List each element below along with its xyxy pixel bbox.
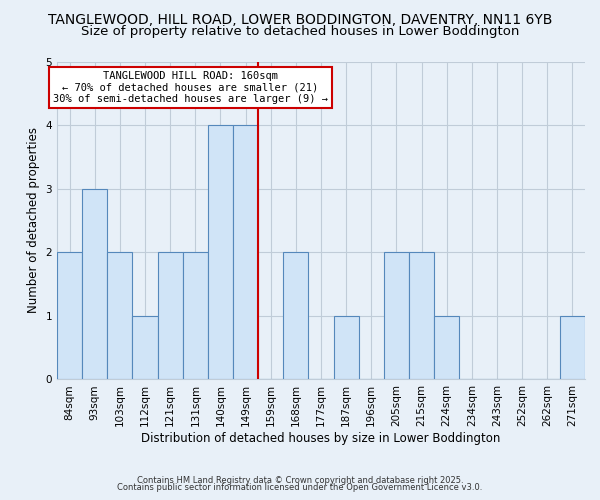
Text: TANGLEWOOD HILL ROAD: 160sqm
← 70% of detached houses are smaller (21)
30% of se: TANGLEWOOD HILL ROAD: 160sqm ← 70% of de… [53, 71, 328, 104]
Bar [133, 316, 158, 380]
Bar [107, 252, 133, 380]
Bar [158, 252, 183, 380]
Bar [82, 188, 107, 380]
Bar [283, 252, 308, 380]
Bar [57, 252, 82, 380]
Bar [409, 252, 434, 380]
Bar [208, 125, 233, 380]
Bar [560, 316, 585, 380]
Bar [434, 316, 459, 380]
Y-axis label: Number of detached properties: Number of detached properties [27, 128, 40, 314]
Text: Contains HM Land Registry data © Crown copyright and database right 2025.: Contains HM Land Registry data © Crown c… [137, 476, 463, 485]
Bar [233, 125, 258, 380]
X-axis label: Distribution of detached houses by size in Lower Boddington: Distribution of detached houses by size … [142, 432, 501, 445]
Bar [334, 316, 359, 380]
Text: Contains public sector information licensed under the Open Government Licence v3: Contains public sector information licen… [118, 484, 482, 492]
Text: TANGLEWOOD, HILL ROAD, LOWER BODDINGTON, DAVENTRY, NN11 6YB: TANGLEWOOD, HILL ROAD, LOWER BODDINGTON,… [48, 12, 552, 26]
Bar [384, 252, 409, 380]
Text: Size of property relative to detached houses in Lower Boddington: Size of property relative to detached ho… [81, 25, 519, 38]
Bar [183, 252, 208, 380]
